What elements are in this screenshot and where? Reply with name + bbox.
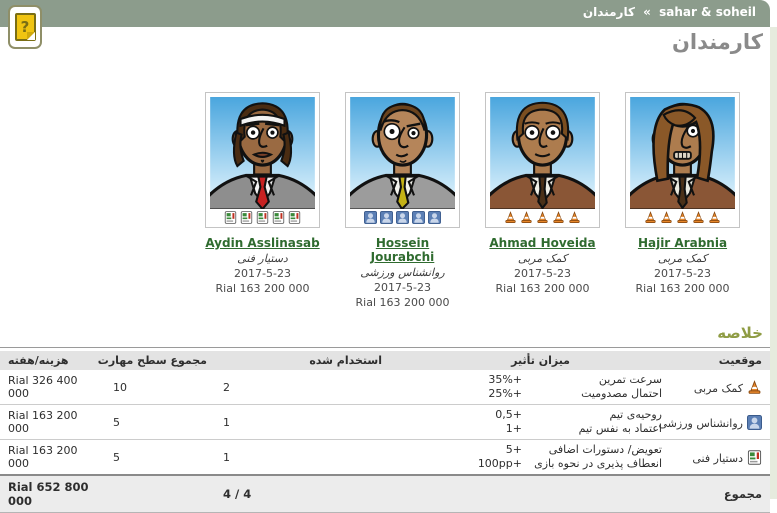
effect-value: +1 (505, 422, 522, 435)
staff-portrait-box (485, 92, 600, 228)
skill-level-icons head-icon (350, 209, 455, 226)
staff-hired-date: 2017-5-23 (374, 281, 431, 294)
staff-portrait (630, 97, 735, 209)
skill-level-icons cone-icon (490, 209, 595, 226)
position-label: روانشناس ورزشی (658, 416, 743, 430)
skill-level-icons clipboard-icon (210, 209, 315, 226)
column-header-effect: میزان تأثیر (390, 351, 670, 370)
column-header-cost: هزینه/هفته (0, 351, 105, 370)
staff-role: کمک مربی (657, 252, 708, 265)
column-header-hired: استخدام شده (215, 351, 390, 370)
total-skill-cell: 5 (105, 404, 215, 440)
staff-cards: Aydin Asslinasab دستیار فنی 2017-5-23 Rial … (0, 92, 770, 309)
total-hired: 4 / 4 (215, 474, 390, 513)
table-total-row: مجموع 4 / 4 Rial 652 800 000 (0, 474, 770, 513)
position-cell: روانشناس ورزشی (659, 404, 770, 440)
effect-label: تعویض/ دستورات اضافی (548, 443, 662, 456)
effect-value: +100pp (477, 457, 522, 470)
staff-summary-table: موقعیت میزان تأثیر استخدام شده مجموع سطح… (0, 351, 770, 513)
weekly-cost-cell: Rial 163 200 000 (0, 404, 105, 440)
staff-hired-date: 2017-5-23 (654, 267, 711, 280)
position-label: دستیار فنی (692, 451, 743, 465)
hired-count-cell: 1 (215, 439, 390, 476)
staff-role: دستیار فنی (237, 252, 288, 265)
staff-hired-date: 2017-5-23 (234, 267, 291, 280)
top-navigation-bar: sahar & soheil » کارمندان (0, 0, 770, 27)
skill-level-icons cone-icon (630, 209, 735, 226)
column-header-total-skill: مجموع سطح مهارت (98, 351, 215, 370)
summary-divider (0, 347, 770, 348)
staff-salary: Rial 163 200 000 (495, 282, 590, 295)
table-header-row: موقعیت میزان تأثیر استخدام شده مجموع سطح… (0, 351, 770, 370)
staff-portrait-box (205, 92, 320, 228)
help-icon[interactable]: ? (8, 5, 42, 49)
position-label: کمک مربی (693, 381, 743, 395)
hired-count-cell: 1 (215, 404, 390, 440)
summary-row: دستیار فنی تعویض/ دستورات اضافی +5 انعطاف پ… (0, 439, 770, 476)
weekly-cost-cell: Rial 163 200 000 (0, 439, 105, 476)
staff-card: Hossein Jourabchi روانشناس ورزشی 2017-5-23… (345, 92, 460, 309)
help-note-icon: ? (14, 13, 36, 41)
effect-cell: سرعت تمرین +35% احتمال مصدومیت +25% (390, 370, 670, 405)
total-skill-cell: 10 (105, 370, 215, 405)
effect-label: اعتماد به نفس تیم (578, 422, 662, 435)
effect-label: روحیه‌ی تیم (609, 408, 662, 421)
head-icon (747, 414, 762, 430)
staff-role: روانشناس ورزشی (360, 266, 445, 279)
effect-value: +25% (488, 387, 522, 400)
total-label: مجموع (670, 474, 770, 513)
effect-label: انعطاف پذیری در نحوه بازی (534, 457, 662, 470)
breadcrumb-current-page: کارمندان (582, 5, 635, 19)
summary-row: کمک مربی سرعت تمرین +35% احتمال مصدومیت +25%… (0, 370, 770, 405)
staff-name-link[interactable]: Ahmad Hoveida (489, 236, 596, 250)
total-cost: Rial 652 800 000 (0, 474, 105, 513)
effect-label: احتمال مصدومیت (581, 387, 662, 400)
column-header-position: موقعیت (670, 351, 770, 370)
cone-icon (747, 379, 762, 395)
effect-label: سرعت تمرین (598, 373, 662, 386)
staff-salary: Rial 163 200 000 (355, 296, 450, 309)
effect-cell: روحیه‌ی تیم +0,5 اعتماد به نفس تیم +1 (390, 404, 670, 440)
staff-salary: Rial 163 200 000 (635, 282, 730, 295)
total-skill-cell: 5 (105, 439, 215, 476)
staff-card: Ahmad Hoveida کمک مربی 2017-5-23 Rial 163 2… (485, 92, 600, 309)
staff-name-link[interactable]: Hajir Arabnia (637, 236, 728, 250)
weekly-cost-cell: Rial 326 400 000 (0, 370, 105, 405)
staff-portrait-box (345, 92, 460, 228)
staff-portrait (210, 97, 315, 209)
staff-name-link[interactable]: Hossein Jourabchi (370, 236, 435, 264)
staff-hired-date: 2017-5-23 (514, 267, 571, 280)
summary-row: روانشناس ورزشی روحیه‌ی تیم +0,5 اعتماد به ن… (0, 404, 770, 440)
position-cell: کمک مربی (670, 370, 770, 405)
staff-salary: Rial 163 200 000 (215, 282, 310, 295)
staff-portrait-box (625, 92, 740, 228)
summary-title: خلاصه (717, 324, 763, 342)
page-edge-strip (770, 27, 777, 499)
staff-card: Hajir Arabnia کمک مربی 2017-5-23 Rial 163 2… (625, 92, 740, 309)
effect-value: +5 (505, 443, 522, 456)
effect-value: +35% (488, 373, 522, 386)
breadcrumb-separator: » (643, 5, 651, 19)
staff-card: Aydin Asslinasab دستیار فنی 2017-5-23 Rial … (205, 92, 320, 309)
clipboard-icon (747, 449, 762, 465)
breadcrumb: sahar & soheil » کارمندان (581, 5, 758, 19)
effect-value: +0,5 (495, 408, 522, 421)
page-title: کارمندان (671, 30, 763, 54)
staff-portrait (350, 97, 455, 209)
breadcrumb-team-link[interactable]: sahar & soheil (659, 5, 756, 19)
staff-portrait (490, 97, 595, 209)
hired-count-cell: 2 (215, 370, 390, 405)
staff-role: کمک مربی (517, 252, 568, 265)
position-cell: دستیار فنی (670, 439, 770, 476)
staff-name-link[interactable]: Aydin Asslinasab (205, 236, 320, 250)
effect-cell: تعویض/ دستورات اضافی +5 انعطاف پذیری در نح… (390, 439, 670, 476)
